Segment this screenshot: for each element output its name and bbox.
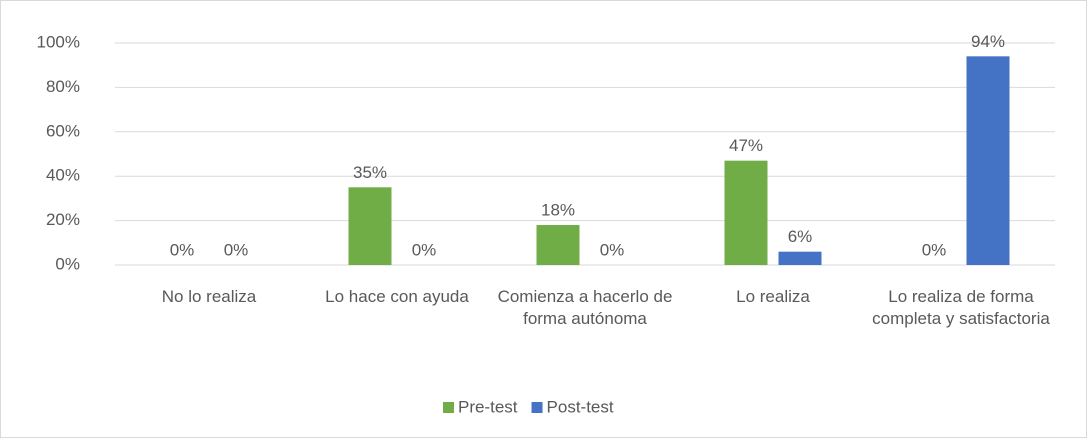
value-label: 0% (170, 240, 195, 259)
value-label: 0% (412, 240, 437, 259)
y-tick-label: 60% (46, 121, 80, 140)
y-tick-label: 20% (46, 210, 80, 229)
y-tick-label: 100% (37, 32, 80, 51)
value-label: 6% (788, 227, 813, 246)
x-tick-label: Lo hace con ayuda (325, 287, 469, 306)
legend-label: Pre-test (458, 397, 518, 416)
value-label: 94% (971, 32, 1005, 51)
bar (536, 225, 580, 265)
value-label: 18% (541, 201, 575, 220)
x-tick-label: Lo realiza de forma completa y satisfact… (872, 287, 1050, 328)
value-label: 0% (600, 240, 625, 259)
legend-label: Post-test (547, 397, 614, 416)
bar (348, 187, 392, 265)
value-label: 47% (729, 136, 763, 155)
value-label: 35% (353, 163, 387, 182)
bar (724, 160, 768, 265)
x-tick-label: No lo realiza (161, 287, 257, 306)
bar (966, 56, 1010, 265)
bar (778, 251, 822, 265)
legend-swatch (443, 402, 454, 413)
value-label: 0% (922, 240, 947, 259)
y-tick-label: 40% (46, 166, 80, 185)
value-label: 0% (224, 240, 249, 259)
x-tick-label: Lo realiza (736, 287, 810, 306)
x-tick-label: Comienza a hacerlo de forma autónoma (497, 287, 673, 328)
y-tick-label: 80% (46, 77, 80, 96)
legend-swatch (531, 402, 543, 413)
y-tick-label: 0% (55, 254, 80, 273)
